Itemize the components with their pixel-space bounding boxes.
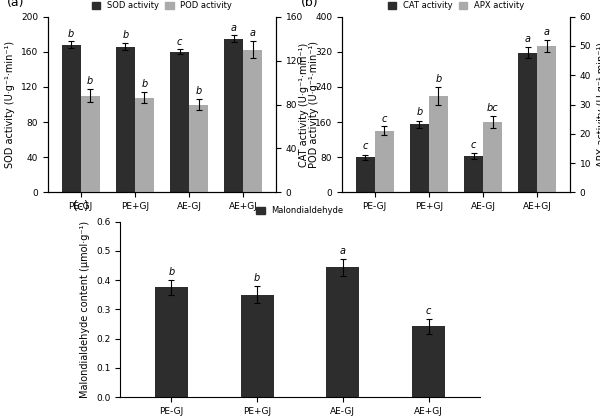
- Bar: [224, 39, 244, 192]
- Bar: [518, 53, 538, 192]
- Text: c: c: [362, 141, 368, 151]
- Y-axis label: SOD activity (U·g⁻¹·min⁻¹): SOD activity (U·g⁻¹·min⁻¹): [5, 41, 16, 168]
- Bar: [464, 156, 483, 192]
- Text: (a): (a): [7, 0, 25, 9]
- Legend: Malondialdehyde: Malondialdehyde: [253, 203, 347, 219]
- Text: c: c: [471, 140, 476, 150]
- Legend: SOD activity, POD activity: SOD activity, POD activity: [88, 0, 236, 14]
- Text: b: b: [435, 74, 442, 84]
- Bar: [410, 124, 429, 192]
- Bar: [429, 96, 448, 192]
- Text: bc: bc: [487, 103, 499, 113]
- Text: b: b: [169, 267, 175, 277]
- Bar: [170, 52, 189, 192]
- Bar: [244, 50, 262, 192]
- Bar: [80, 96, 100, 192]
- Text: b: b: [416, 107, 422, 117]
- Bar: [326, 268, 359, 397]
- Y-axis label: CAT activity (U·g⁻¹·min⁻¹): CAT activity (U·g⁻¹·min⁻¹): [299, 42, 310, 167]
- Text: a: a: [544, 27, 550, 37]
- Y-axis label: Malondialdehyde content (μmol·g⁻¹): Malondialdehyde content (μmol·g⁻¹): [80, 221, 91, 398]
- Text: (c): (c): [73, 201, 90, 214]
- Text: b: b: [141, 79, 148, 89]
- Bar: [135, 98, 154, 192]
- Text: (b): (b): [301, 0, 319, 9]
- Text: a: a: [525, 34, 531, 44]
- Bar: [374, 131, 394, 192]
- Bar: [241, 295, 274, 397]
- Bar: [62, 45, 80, 192]
- Bar: [356, 157, 374, 192]
- Text: a: a: [250, 28, 256, 38]
- Text: b: b: [196, 86, 202, 96]
- Legend: CAT activity, APX activity: CAT activity, APX activity: [385, 0, 527, 14]
- Text: b: b: [68, 29, 74, 39]
- Bar: [538, 46, 556, 192]
- Text: c: c: [177, 36, 182, 46]
- Text: b: b: [254, 273, 260, 283]
- Text: b: b: [87, 76, 93, 86]
- Text: a: a: [340, 246, 346, 256]
- Bar: [155, 288, 188, 397]
- Text: c: c: [382, 114, 387, 124]
- Bar: [483, 122, 502, 192]
- Y-axis label: APX activity (U·g⁻¹·min⁻¹): APX activity (U·g⁻¹·min⁻¹): [597, 42, 600, 167]
- Y-axis label: POD activity (U·g⁻¹·min⁻¹): POD activity (U·g⁻¹·min⁻¹): [308, 41, 319, 168]
- Bar: [412, 326, 445, 397]
- Text: b: b: [122, 31, 128, 41]
- Text: c: c: [426, 306, 431, 316]
- Text: a: a: [231, 23, 237, 33]
- Bar: [116, 46, 135, 192]
- Bar: [189, 104, 208, 192]
